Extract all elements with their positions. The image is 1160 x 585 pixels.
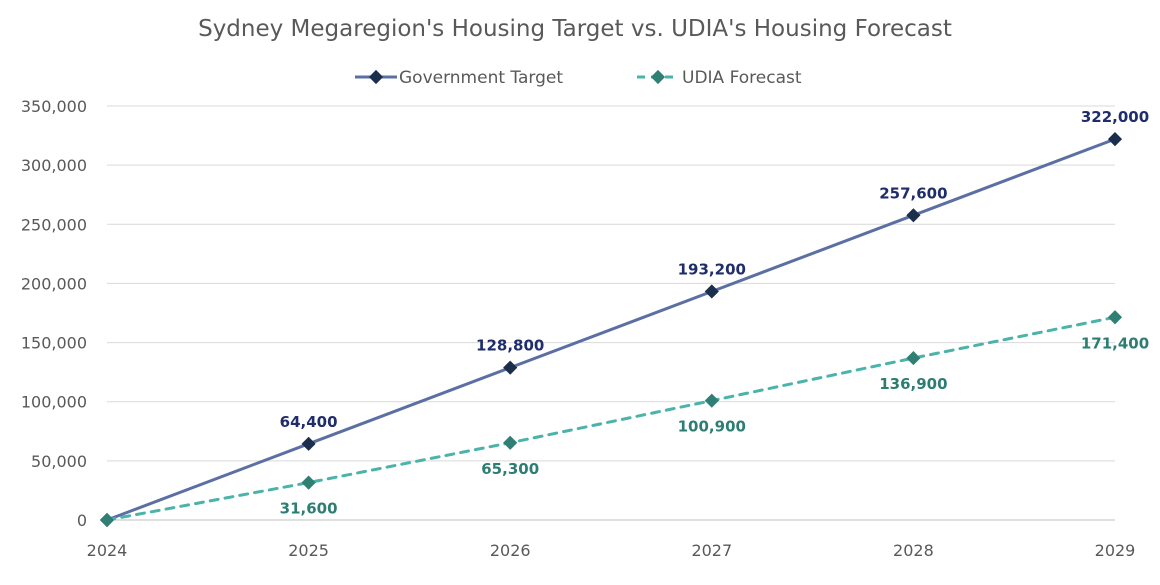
series-udia-forecast-line <box>105 315 1117 522</box>
series-udia-forecast-data-label: 171,400 <box>1081 334 1149 352</box>
series-udia-forecast-point <box>99 512 115 528</box>
x-tick-label: 2027 <box>691 541 732 560</box>
series-government-target-data-label: 128,800 <box>476 337 544 355</box>
series-udia-forecast-point <box>704 393 719 408</box>
series-udia-forecast-point <box>503 435 518 450</box>
series-udia-forecast-data-label: 31,600 <box>280 500 338 518</box>
legend-udia-marker-icon <box>650 69 666 85</box>
series-udia-forecast-data-label: 100,900 <box>678 418 746 436</box>
y-tick-label: 200,000 <box>21 274 87 293</box>
y-tick-label: 150,000 <box>21 334 87 353</box>
y-tick-label: 50,000 <box>31 452 87 471</box>
data-labels: 64,400 128,800 193,200 257,600 322,000 31,600… <box>280 108 1150 518</box>
y-axis: 0 50,000 100,000 150,000 200,000 250,000 300,0… <box>21 97 87 530</box>
series-government-target-data-label: 322,000 <box>1081 108 1149 126</box>
series-udia-forecast-data-label: 136,900 <box>879 375 947 393</box>
x-tick-label: 2025 <box>288 541 329 560</box>
x-tick-label: 2024 <box>87 541 128 560</box>
x-tick-label: 2029 <box>1095 541 1136 560</box>
legend-government-label: Government Target <box>399 68 563 88</box>
legend-udia-label: UDIA Forecast <box>682 68 802 88</box>
y-tick-label: 350,000 <box>21 97 87 116</box>
x-axis: 2024 2025 2026 2027 2028 2029 <box>87 541 1136 560</box>
legend-government-marker-icon <box>368 69 384 85</box>
series-government-target-data-label: 257,600 <box>879 184 947 202</box>
y-tick-label: 0 <box>77 511 87 530</box>
x-tick-label: 2028 <box>893 541 934 560</box>
series-government-target-point <box>1107 132 1123 147</box>
series-layer <box>99 132 1123 528</box>
y-tick-label: 300,000 <box>21 156 87 175</box>
series-udia-forecast-data-label: 65,300 <box>481 460 539 478</box>
series-government-target-point <box>906 208 921 223</box>
x-tick-label: 2026 <box>490 541 531 560</box>
series-udia-forecast-point <box>906 350 921 366</box>
series-udia-forecast-point <box>1107 310 1123 325</box>
series-government-target-data-label: 64,400 <box>280 413 338 431</box>
y-tick-label: 250,000 <box>21 215 87 234</box>
y-tick-label: 100,000 <box>21 393 87 412</box>
series-government-target-data-label: 193,200 <box>678 260 746 278</box>
grid-lines <box>107 105 1115 521</box>
series-government-target-point <box>704 284 719 299</box>
series-government-target-line <box>105 137 1117 522</box>
series-government-target-point <box>301 436 316 451</box>
chart-title: Sydney Megaregion's Housing Target vs. U… <box>198 16 952 42</box>
series-government-target-point <box>503 360 518 375</box>
legend: Government Target UDIA Forecast <box>355 68 802 88</box>
series-udia-forecast-point <box>301 475 316 490</box>
